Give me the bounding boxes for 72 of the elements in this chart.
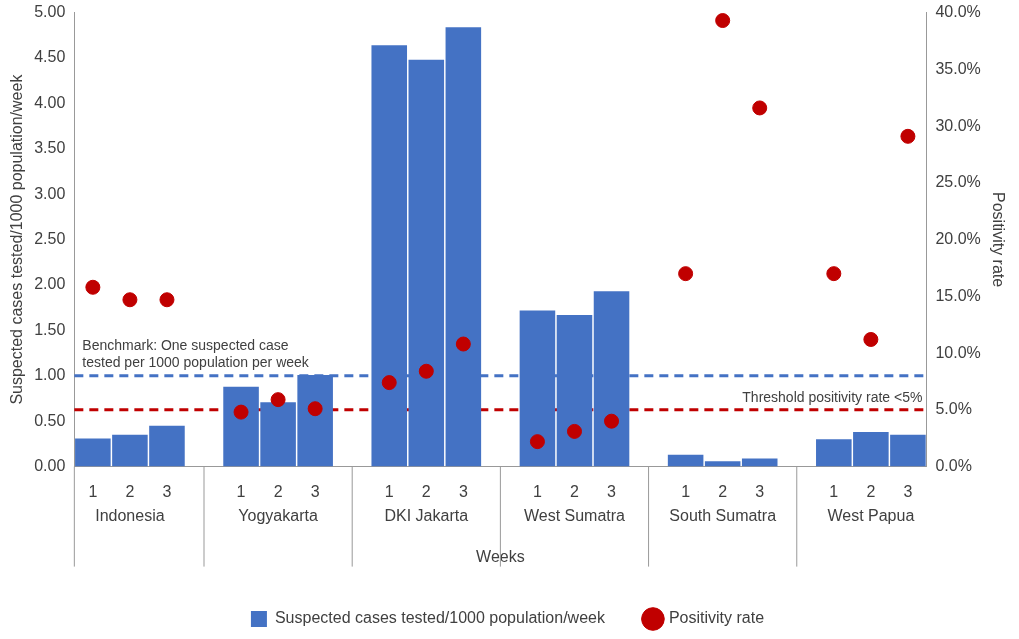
point xyxy=(122,292,138,308)
point xyxy=(381,375,397,391)
y-tick-label: 3.00 xyxy=(34,184,66,202)
text: Indonesia xyxy=(95,507,165,525)
bar xyxy=(704,461,741,467)
point xyxy=(900,128,916,144)
x-tick-label: 3 xyxy=(903,482,913,500)
y-axis-title: Suspected cases tested/1000 population/week xyxy=(8,73,26,405)
point xyxy=(270,392,286,408)
x-tick-label: 1 xyxy=(88,482,98,500)
x-axis-title: Weeks xyxy=(476,547,525,565)
x-tick-label: 1 xyxy=(681,482,691,500)
legend-label: Positivity rate xyxy=(668,609,765,627)
point xyxy=(826,266,842,282)
x-tick-label: 1 xyxy=(236,482,246,500)
point xyxy=(604,413,620,429)
x-tick-label: 3 xyxy=(607,482,617,500)
ref-line-label: Benchmark: One suspected case tested per 1000 population per week xyxy=(82,336,310,370)
y-tick-label: 0.50 xyxy=(34,411,66,429)
point xyxy=(678,266,694,282)
x-tick-label: 1 xyxy=(532,482,542,500)
point xyxy=(85,279,101,295)
point xyxy=(715,13,731,29)
x-tick-label: 1 xyxy=(384,482,394,500)
legend-label: Suspected cases tested/1000 population/week xyxy=(274,609,606,627)
y2-tick-label: 10.0% xyxy=(935,343,981,361)
x-tick-label: 3 xyxy=(310,482,320,500)
x-tick-label: 2 xyxy=(125,482,135,500)
y-tick-label: 4.50 xyxy=(34,48,66,66)
point xyxy=(863,331,879,347)
y-tick-label: 2.00 xyxy=(34,275,66,293)
y-tick-label: 1.50 xyxy=(34,320,66,338)
y2-tick-label: 35.0% xyxy=(935,59,981,77)
y-tick-label: 3.50 xyxy=(34,139,66,157)
x-tick-label: 2 xyxy=(866,482,876,500)
x-tick-label: 3 xyxy=(162,482,172,500)
x-tick-label: 2 xyxy=(570,482,580,500)
y-tick-label: 5.00 xyxy=(34,3,66,21)
text: DKI Jakarta xyxy=(384,507,469,525)
y2-tick-label: 20.0% xyxy=(935,230,981,248)
y2-tick-label: 40.0% xyxy=(935,3,981,21)
point xyxy=(529,434,545,450)
y2-tick-label: 15.0% xyxy=(935,286,981,304)
y2-tick-label: 30.0% xyxy=(935,116,981,134)
text: West Papua xyxy=(827,507,915,525)
point xyxy=(418,363,434,379)
y-tick-label: 4.00 xyxy=(34,93,66,111)
text: South Sumatra xyxy=(669,507,777,525)
x-tick-label: 2 xyxy=(718,482,728,500)
x-tick-label: 2 xyxy=(273,482,283,500)
point xyxy=(159,292,175,308)
y2-tick-label: 25.0% xyxy=(935,173,981,191)
x-tick-label: 2 xyxy=(421,482,431,500)
bar xyxy=(667,454,704,467)
point xyxy=(455,336,471,352)
y2-axis-title: Positivity rate xyxy=(989,192,1007,288)
point xyxy=(233,404,249,420)
x-tick-label: 1 xyxy=(829,482,839,500)
text: Yogyakarta xyxy=(238,507,318,525)
point xyxy=(307,401,323,417)
y-tick-label: 2.50 xyxy=(34,230,66,248)
y-tick-label: 1.00 xyxy=(34,366,66,384)
point xyxy=(566,423,582,439)
x-tick-label: 3 xyxy=(755,482,765,500)
x-tick-label: 3 xyxy=(458,482,468,500)
y2-tick-label: 5.0% xyxy=(935,400,972,418)
ref-line-label: Threshold positivity rate <5% xyxy=(742,388,923,405)
y2-tick-label: 0.0% xyxy=(935,457,972,475)
y-tick-label: 0.00 xyxy=(34,457,66,475)
text: West Sumatra xyxy=(523,507,626,525)
bar xyxy=(741,458,778,467)
point xyxy=(752,100,768,116)
